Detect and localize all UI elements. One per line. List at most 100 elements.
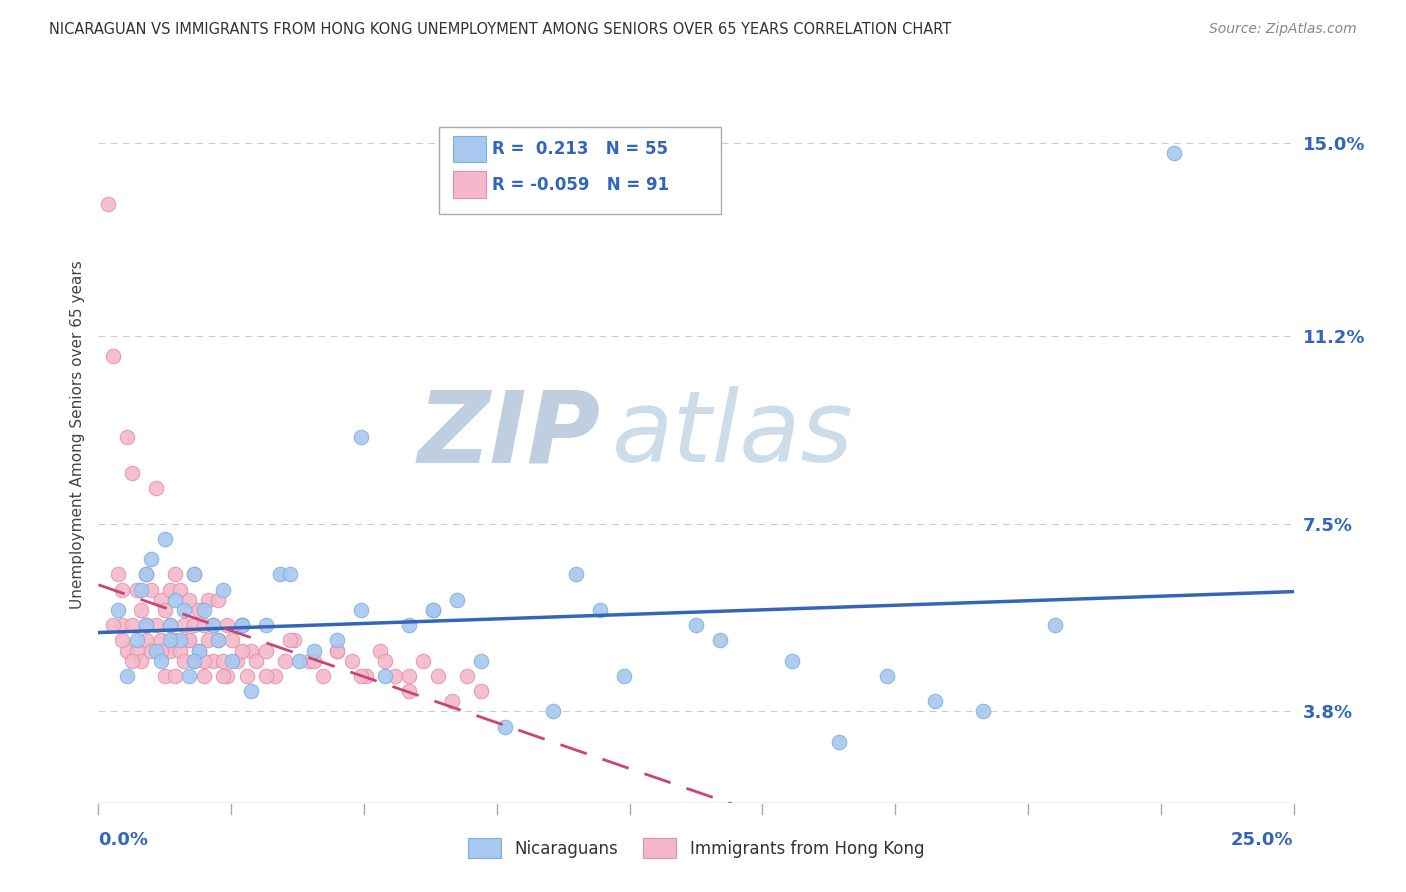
Point bbox=[231, 618, 253, 632]
Point bbox=[221, 654, 243, 668]
Point bbox=[179, 633, 201, 648]
Point bbox=[193, 603, 215, 617]
Point bbox=[245, 654, 267, 668]
Point bbox=[135, 567, 157, 582]
Point bbox=[179, 669, 201, 683]
Point bbox=[685, 618, 707, 632]
Point bbox=[422, 603, 444, 617]
Point bbox=[350, 430, 373, 444]
Point bbox=[298, 654, 321, 668]
Text: 25.0%: 25.0% bbox=[1232, 830, 1294, 848]
Point bbox=[398, 669, 420, 683]
Text: ZIP: ZIP bbox=[418, 386, 600, 483]
Point bbox=[115, 669, 138, 683]
Point bbox=[139, 552, 162, 566]
Point bbox=[121, 618, 143, 632]
Point bbox=[780, 654, 803, 668]
Point bbox=[193, 654, 215, 668]
Point bbox=[163, 669, 186, 683]
Point bbox=[183, 567, 205, 582]
Point bbox=[211, 669, 233, 683]
Point bbox=[115, 643, 138, 657]
Point bbox=[159, 618, 181, 632]
Point bbox=[283, 633, 305, 648]
Point bbox=[111, 633, 134, 648]
Point bbox=[145, 643, 167, 657]
Point bbox=[278, 567, 301, 582]
Point bbox=[187, 643, 209, 657]
Point bbox=[374, 654, 396, 668]
Point bbox=[179, 633, 201, 648]
Point bbox=[589, 603, 612, 617]
Point bbox=[183, 567, 205, 582]
Text: R = -0.059   N = 91: R = -0.059 N = 91 bbox=[492, 176, 669, 194]
Point bbox=[101, 349, 124, 363]
Point bbox=[231, 618, 253, 632]
Legend: Nicaraguans, Immigrants from Hong Kong: Nicaraguans, Immigrants from Hong Kong bbox=[461, 832, 931, 864]
Point bbox=[470, 684, 492, 698]
Point bbox=[565, 567, 588, 582]
Point bbox=[202, 618, 225, 632]
Point bbox=[163, 567, 186, 582]
Point bbox=[169, 633, 191, 648]
Point bbox=[972, 705, 994, 719]
Point bbox=[264, 669, 287, 683]
Point bbox=[169, 582, 191, 597]
Point bbox=[217, 618, 239, 632]
Point bbox=[226, 654, 249, 668]
Point bbox=[326, 633, 349, 648]
Point bbox=[312, 669, 335, 683]
Point bbox=[254, 669, 277, 683]
Point bbox=[125, 633, 148, 648]
Point bbox=[155, 669, 177, 683]
Point bbox=[97, 197, 120, 211]
Point bbox=[159, 633, 181, 648]
Text: R =  0.213   N = 55: R = 0.213 N = 55 bbox=[492, 140, 668, 158]
Point bbox=[326, 643, 349, 657]
Point bbox=[235, 669, 257, 683]
Text: NICARAGUAN VS IMMIGRANTS FROM HONG KONG UNEMPLOYMENT AMONG SENIORS OVER 65 YEARS: NICARAGUAN VS IMMIGRANTS FROM HONG KONG … bbox=[49, 22, 952, 37]
Point bbox=[107, 603, 129, 617]
Point bbox=[149, 654, 172, 668]
Point bbox=[202, 618, 225, 632]
Point bbox=[426, 669, 449, 683]
Point bbox=[131, 654, 153, 668]
Point bbox=[1163, 146, 1185, 161]
Point bbox=[169, 643, 191, 657]
Point bbox=[111, 582, 134, 597]
Point bbox=[125, 582, 148, 597]
Point bbox=[302, 654, 325, 668]
Point bbox=[350, 603, 373, 617]
Point bbox=[384, 669, 406, 683]
Point bbox=[173, 618, 195, 632]
Point bbox=[202, 654, 225, 668]
Y-axis label: Unemployment Among Seniors over 65 years: Unemployment Among Seniors over 65 years bbox=[69, 260, 84, 609]
Point bbox=[173, 654, 195, 668]
Point bbox=[183, 654, 205, 668]
Point bbox=[254, 618, 277, 632]
Point bbox=[173, 603, 195, 617]
Point bbox=[149, 592, 172, 607]
Point bbox=[159, 643, 181, 657]
Point bbox=[828, 735, 851, 749]
Point bbox=[207, 633, 229, 648]
Point bbox=[131, 603, 153, 617]
Point bbox=[240, 643, 263, 657]
Point bbox=[183, 654, 205, 668]
Point bbox=[187, 643, 209, 657]
Point bbox=[111, 618, 134, 632]
Point bbox=[541, 705, 564, 719]
Point bbox=[422, 603, 444, 617]
Point bbox=[101, 618, 124, 632]
Point bbox=[155, 532, 177, 546]
Point bbox=[159, 582, 181, 597]
Point bbox=[145, 481, 167, 495]
Point bbox=[876, 669, 898, 683]
Point bbox=[1043, 618, 1066, 632]
Point bbox=[193, 669, 215, 683]
Point bbox=[278, 633, 301, 648]
Point bbox=[456, 669, 478, 683]
Point bbox=[135, 618, 157, 632]
Point bbox=[107, 567, 129, 582]
Point bbox=[207, 592, 229, 607]
